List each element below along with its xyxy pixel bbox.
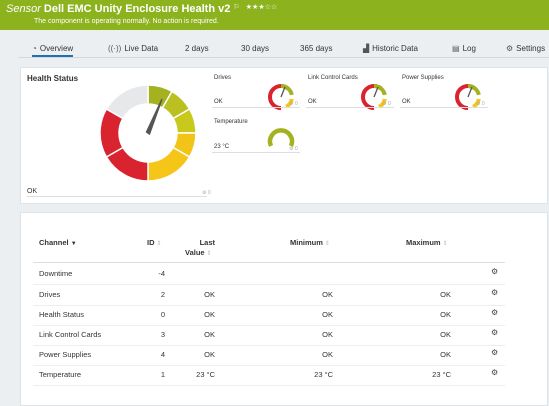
temperature-gauge: [267, 128, 295, 147]
table-row-maximum: OK: [440, 330, 451, 339]
info-icon: ⚙ 0: [476, 101, 485, 107]
sort-desc-icon: ▼: [70, 241, 77, 247]
tab-2-days[interactable]: 2 days: [185, 44, 209, 53]
column-header-maximum[interactable]: Maximum ⇕: [406, 238, 448, 247]
power-supplies-gauge-label: Power Supplies: [402, 75, 444, 81]
divider: [33, 345, 505, 346]
table-row-maximum: OK: [440, 350, 451, 359]
table-row-channel: Health Status: [39, 310, 85, 319]
table-header-divider: [33, 262, 505, 263]
table-row-channel: Temperature: [39, 370, 82, 379]
table-row-channel: Power Supplies: [39, 350, 92, 359]
divider: [306, 107, 394, 108]
table-row-last-value: OK: [204, 290, 215, 299]
tab-historic-data[interactable]: ▟ Historic Data: [363, 44, 418, 53]
info-icon: ⚙ 0: [202, 190, 211, 196]
table-row-minimum: 23 °C: [314, 370, 333, 379]
tab-log[interactable]: ▤ Log: [452, 44, 476, 53]
table-row-last-value: OK: [204, 310, 215, 319]
table-row-id: 0: [160, 310, 165, 319]
sort-icon: ⇕: [206, 251, 212, 257]
info-icon: ⚙ 0: [382, 101, 391, 107]
info-icon: ⚙ 0: [289, 146, 298, 152]
drives-gauge-label: Drives: [214, 75, 232, 81]
wrench-icon[interactable]: ⚙: [491, 288, 499, 297]
table-row-id: 3: [160, 330, 165, 339]
priority-stars[interactable]: ★★★☆☆: [245, 4, 278, 11]
info-icon: ⚙ 0: [289, 101, 298, 107]
column-header-last-value[interactable]: Last Value ⇕: [185, 238, 215, 257]
table-row-channel: Link Control Cards: [39, 330, 102, 339]
health-status-gauge: [99, 84, 197, 182]
table-row-minimum: OK: [322, 350, 333, 359]
gauge-needle: [145, 98, 163, 136]
table-row-maximum: 23 °C: [432, 370, 451, 379]
column-header-minimum[interactable]: Minimum ⇕: [290, 238, 330, 247]
table-row-id: 4: [160, 350, 165, 359]
temperature-value: 23 °C: [214, 144, 230, 150]
health-status-value: OK: [27, 188, 38, 195]
wrench-icon[interactable]: ⚙: [491, 328, 499, 337]
temperature-gauge-label: Temperature: [214, 119, 248, 125]
table-row-last-value: 23 °C: [196, 370, 215, 379]
gauge-icon: ◔: [32, 44, 37, 53]
table-row-last-value: OK: [204, 350, 215, 359]
drives-value: OK: [214, 99, 223, 105]
wrench-icon[interactable]: ⚙: [491, 348, 499, 357]
tab-30-days[interactable]: 30 days: [241, 44, 270, 53]
link-control-cards-gauge: [361, 84, 387, 110]
sort-icon: ⇕: [442, 241, 448, 247]
health-status-title: Health Status: [27, 74, 79, 83]
table-row-channel: Downtime: [39, 269, 73, 278]
flag-icon[interactable]: ⚐: [233, 4, 240, 11]
divider: [33, 284, 505, 285]
overview-panel: Health Status OK ⚙ 0 Drives OK ⚙ 0 Link …: [20, 67, 548, 204]
table-row-maximum: OK: [440, 290, 451, 299]
sensor-title: Sensor Dell EMC Unity Enclosure Health v…: [6, 3, 277, 15]
channels-panel: Channel ▼ ID ⇕ Last Value ⇕ Minimum ⇕ Maxim…: [20, 212, 548, 406]
link-control-cards-value: OK: [308, 99, 317, 105]
wrench-icon[interactable]: ⚙: [491, 368, 499, 377]
table-row-minimum: OK: [322, 330, 333, 339]
log-icon: ▤: [452, 44, 460, 53]
gear-icon: ⚙: [506, 44, 514, 53]
divider: [33, 365, 505, 366]
sensor-header: Sensor Dell EMC Unity Enclosure Health v…: [0, 0, 549, 30]
table-row-last-value: OK: [204, 330, 215, 339]
tab-bar: ◔ Overview ((·)) Live Data 2 days 30 days …: [18, 43, 549, 58]
table-row-maximum: OK: [440, 310, 451, 319]
divider: [27, 196, 207, 197]
power-supplies-value: OK: [402, 99, 411, 105]
power-supplies-gauge: [455, 84, 481, 110]
wrench-icon[interactable]: ⚙: [491, 308, 499, 317]
table-row-id: 2: [160, 290, 165, 299]
tab-settings[interactable]: ⚙ Settings: [506, 44, 546, 53]
column-header-channel[interactable]: Channel ▼: [39, 238, 77, 247]
drives-gauge: [268, 84, 294, 110]
divider: [33, 305, 505, 306]
table-row-id: -4: [158, 269, 165, 278]
table-row-channel: Drives: [39, 290, 61, 299]
chart-icon: ▟: [363, 44, 370, 53]
tab-live-data[interactable]: ((·)) Live Data: [108, 44, 159, 53]
table-row-id: 1: [160, 370, 165, 379]
divider: [33, 325, 505, 326]
sensor-name: Dell EMC Unity Enclosure Health v2: [43, 3, 231, 15]
divider: [212, 152, 300, 153]
sort-icon: ⇕: [156, 241, 162, 247]
table-row-minimum: OK: [322, 310, 333, 319]
divider: [33, 385, 505, 386]
live-data-icon: ((·)): [108, 44, 122, 53]
tab-overview[interactable]: ◔ Overview: [32, 44, 74, 57]
link-control-cards-gauge-label: Link Control Cards: [308, 75, 358, 81]
divider: [400, 107, 488, 108]
column-header-id[interactable]: ID ⇕: [147, 238, 162, 247]
table-row-minimum: OK: [322, 290, 333, 299]
tab-365-days[interactable]: 365 days: [300, 44, 333, 53]
sensor-word: Sensor: [6, 3, 41, 15]
divider: [212, 107, 300, 108]
sort-icon: ⇕: [324, 241, 330, 247]
status-text: The component is operating normally. No …: [34, 18, 219, 25]
wrench-icon[interactable]: ⚙: [491, 267, 499, 276]
